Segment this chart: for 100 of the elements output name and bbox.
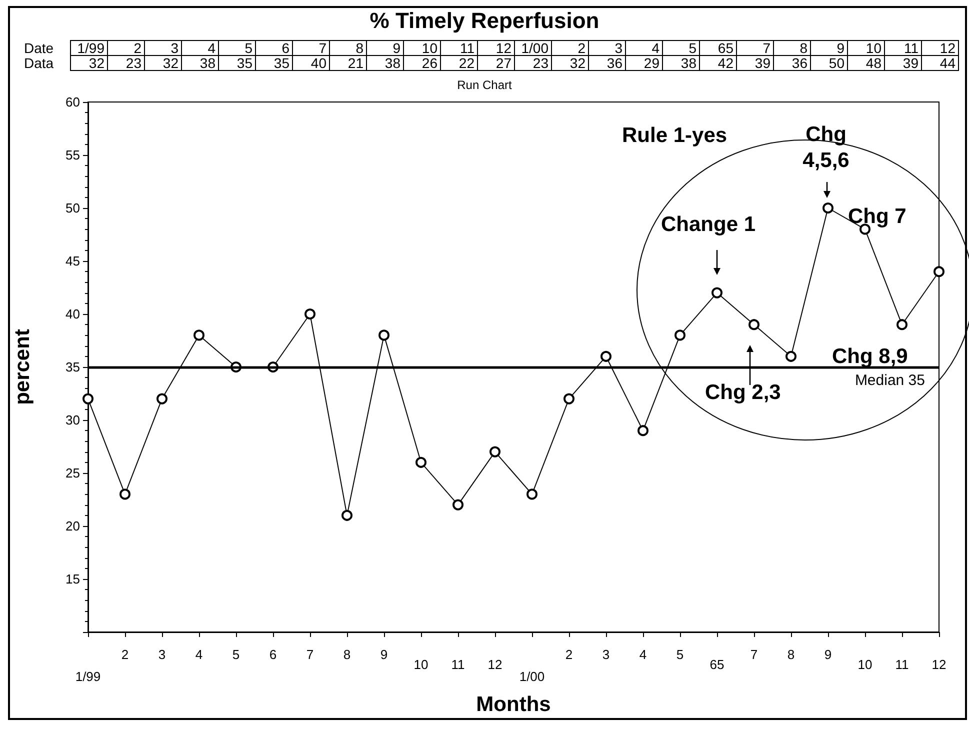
x-tick-label: 4	[181, 40, 218, 56]
point	[378, 330, 390, 341]
x-tick-label: 2	[107, 40, 144, 56]
point	[342, 510, 352, 521]
data-label: 38	[366, 55, 403, 71]
ref-line-label: Median 35	[854, 372, 925, 389]
y-tick-label: 45	[66, 254, 80, 268]
point	[934, 266, 944, 278]
y-tick-label: 60	[66, 94, 80, 110]
point	[896, 319, 908, 330]
category-label: 1/00	[519, 669, 545, 684]
category-label: 4	[639, 647, 647, 662]
annotation: Rule 1-yes	[622, 124, 728, 148]
data-label: 32	[144, 55, 181, 71]
category-label: 6	[269, 647, 277, 662]
data-label: 23	[107, 55, 144, 71]
x-tick-label: 10	[403, 40, 440, 56]
y-tick-label: 20	[66, 518, 80, 534]
point	[564, 393, 574, 404]
point	[120, 488, 130, 500]
data-label: 27	[477, 55, 514, 71]
x-tick-label: 8	[773, 40, 810, 56]
point	[304, 308, 316, 320]
category-label: 10	[858, 657, 872, 672]
x-tick-label: 10	[847, 40, 884, 56]
category-label: 4	[195, 647, 203, 662]
point	[638, 425, 648, 436]
x-tick-label: 1/99	[70, 40, 107, 56]
annotation: Change 1	[661, 213, 756, 237]
point	[194, 330, 204, 341]
category-label: 9	[380, 647, 388, 662]
data-label: 44	[921, 55, 958, 71]
point	[822, 202, 834, 214]
annotation: Chg 7	[848, 205, 906, 229]
data-label: 38	[662, 55, 699, 71]
point	[490, 446, 500, 458]
category-label: 11	[451, 657, 465, 672]
x-axis-title: Months	[476, 693, 551, 716]
point	[156, 393, 168, 404]
y-tick-label: 40	[66, 306, 80, 322]
point	[526, 488, 538, 500]
category-label: 12	[488, 657, 502, 672]
data-label: 35	[255, 55, 292, 71]
annotation: Chg 8,9	[832, 345, 908, 369]
x-tick-label: 9	[366, 40, 403, 56]
y-tick-label: 50	[66, 200, 80, 216]
point	[416, 456, 426, 468]
data-label: 42	[699, 55, 736, 71]
x-tick-label: 7	[292, 40, 329, 56]
category-label: 2	[121, 647, 129, 662]
data-label: 40	[292, 55, 329, 71]
category-label: 8	[787, 647, 795, 662]
text: Data	[24, 55, 54, 71]
y-tick-label: 25	[66, 466, 80, 480]
point	[452, 499, 464, 510]
x-tick-label: 1/00	[514, 40, 551, 56]
category-label: 10	[414, 657, 428, 672]
y-tick-label: 30	[66, 412, 80, 428]
point	[674, 330, 686, 341]
point	[600, 350, 612, 362]
x-tick-label: 5	[662, 40, 699, 56]
data-label: 50	[810, 55, 847, 71]
category-label: 12	[932, 657, 946, 672]
data-label: 35	[218, 55, 255, 71]
data-label: 22	[440, 55, 477, 71]
category-label: 3	[158, 647, 166, 662]
y-tick-label: 35	[66, 360, 80, 374]
category-label: 5	[676, 647, 684, 662]
data-label: 48	[847, 55, 884, 71]
data-label: 21	[329, 55, 366, 71]
x-tick-label: 7	[736, 40, 773, 56]
x-tick-label: 4	[625, 40, 662, 56]
category-label: 7	[750, 647, 758, 662]
x-tick-label: 2	[551, 40, 588, 56]
text: Date	[24, 40, 54, 56]
x-tick-label: 11	[440, 40, 477, 56]
data-label: 32	[70, 55, 107, 71]
x-tick-label: 65	[699, 40, 736, 56]
x-tick-label: 3	[588, 40, 625, 56]
data-label: 26	[403, 55, 440, 71]
category-label: 1/99	[75, 669, 101, 684]
x-tick-label: 5	[218, 40, 255, 56]
x-tick-label: 11	[884, 40, 921, 56]
category-label: 11	[895, 657, 909, 672]
category-label: 2	[565, 647, 573, 662]
y-axis-title: percent	[11, 329, 34, 405]
data-label: 23	[514, 55, 551, 71]
chart-subtitle: Run Chart	[456, 78, 513, 92]
point	[748, 319, 760, 330]
x-tick-label: 3	[144, 40, 181, 56]
data-label: 38	[181, 55, 218, 71]
data-label: 39	[736, 55, 773, 71]
data-label: 36	[773, 55, 810, 71]
data-label: 39	[884, 55, 921, 71]
point	[82, 393, 94, 404]
y-tick-label: 55	[66, 148, 80, 162]
data-label: 36	[588, 55, 625, 71]
data-label: 29	[625, 55, 662, 71]
x-tick-label: 12	[477, 40, 514, 56]
data-label: 32	[551, 55, 588, 71]
